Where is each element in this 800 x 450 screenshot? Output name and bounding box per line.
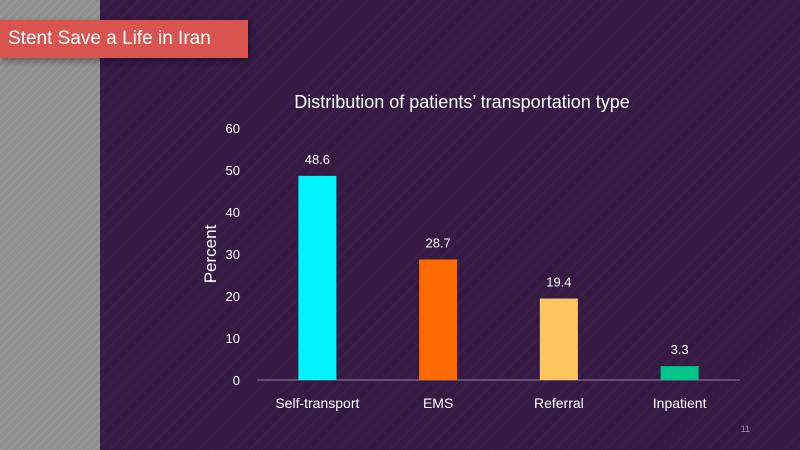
data-label: 19.4 — [546, 275, 571, 290]
left-decorative-panel — [0, 0, 100, 450]
x-tick-label: Self-transport — [275, 395, 359, 411]
bar — [298, 175, 337, 380]
data-label: 28.7 — [425, 235, 450, 250]
data-label: 3.3 — [671, 342, 689, 357]
slide-background — [100, 0, 800, 450]
y-tick-label: 50 — [226, 163, 240, 178]
y-tick-label: 30 — [226, 247, 240, 262]
y-tick-label: 60 — [226, 121, 240, 136]
slide-number: 11 — [740, 424, 750, 434]
y-axis-label: Percent — [201, 224, 220, 283]
x-tick-label: EMS — [423, 395, 453, 411]
y-tick-label: 40 — [226, 205, 240, 220]
slide-title-banner: Stent Save a Life in Iran — [0, 20, 248, 58]
bar — [539, 298, 578, 380]
y-tick-label: 0 — [233, 373, 240, 388]
y-tick-label: 20 — [226, 289, 240, 304]
x-tick-label: Inpatient — [653, 395, 707, 411]
bar — [660, 366, 699, 380]
y-tick-label: 10 — [226, 331, 240, 346]
data-label: 48.6 — [305, 152, 330, 167]
chart-title: Distribution of patients’ transportation… — [294, 92, 630, 112]
x-tick-label: Referral — [534, 395, 584, 411]
bar — [419, 259, 458, 380]
